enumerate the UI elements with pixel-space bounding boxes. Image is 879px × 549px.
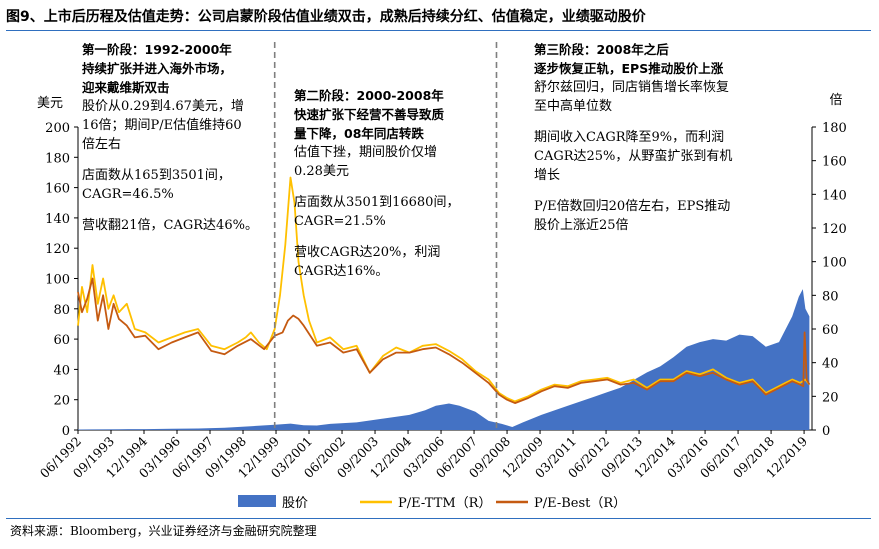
- left-tick-label: 140: [45, 212, 70, 227]
- stage1-body2-line: 店面数从165到3501间，: [82, 168, 231, 183]
- stage3-body1: 舒尔兹回归，同店销售增长率恢复 至中高单位数: [534, 78, 794, 116]
- legend-label-price: 股价: [282, 496, 308, 511]
- stage1-body1-line: 16倍；期间P/E估值维持60: [82, 118, 242, 133]
- right-tick-label: 20: [822, 390, 839, 405]
- stage1-heading-line: 迎来戴维斯双击: [82, 80, 170, 95]
- stage1-annotation: 第一阶段：1992-2000年 持续扩张并进入海外市场， 迎来戴维斯双击股价从0.2…: [82, 40, 282, 235]
- stage2-heading-line: 第二阶段：2000-2008年: [294, 88, 444, 103]
- title-rule: [6, 30, 871, 31]
- left-tick-label: 20: [53, 394, 70, 409]
- stage3-annotation: 第三阶段：2008年之后 逐步恢复正轨，EPS推动股价上涨 舒尔兹回归，同店销售增长…: [534, 40, 794, 235]
- stage3-body2-line: 期间收入CAGR降至9%，而利润: [534, 130, 725, 145]
- stage2-heading: 第二阶段：2000-2008年 快速扩张下经营不善导致质 量下降，08年同店转跌: [294, 86, 512, 143]
- stage1-heading: 第一阶段：1992-2000年 持续扩张并进入海外市场， 迎来戴维斯双击: [82, 40, 282, 97]
- stage1-body3: 营收翻21倍，CAGR达46%。: [82, 216, 282, 235]
- stage2-body3-line: CAGR达16%。: [294, 264, 389, 279]
- stage3-body1-line: 舒尔兹回归，同店销售增长率恢复: [534, 80, 730, 95]
- stage3-body2: 期间收入CAGR降至9%，而利润 CAGR达25%，从野蛮扩张到有机 增长: [534, 128, 794, 185]
- left-tick-label: 160: [45, 182, 70, 197]
- source-note: 资料来源：Bloomberg，兴业证券经济与金融研究院整理: [10, 524, 317, 538]
- left-tick-label: 60: [53, 333, 70, 348]
- stage2-body2-line: 店面数从3501到16680间，: [294, 195, 460, 210]
- stage2-body1: 估值下挫，期间股价仅增 0.28美元: [294, 143, 512, 181]
- stage2-heading-line: 快速扩张下经营不善导致质: [294, 107, 445, 122]
- right-axis-label: 倍: [829, 93, 842, 108]
- right-tick-label: 140: [822, 188, 847, 203]
- left-axis-label: 美元: [37, 96, 63, 111]
- right-tick-label: 100: [822, 256, 847, 271]
- stage3-body3: P/E倍数回归20倍左右，EPS推动 股价上涨近25倍: [534, 197, 794, 235]
- stage3-body3-line: 股价上涨近25倍: [534, 218, 629, 233]
- stage2-body2-line: CAGR=21.5%: [294, 214, 386, 229]
- stage2-body1-line: 估值下挫，期间股价仅增: [294, 145, 438, 160]
- right-tick-label: 160: [822, 155, 847, 170]
- price-area: [78, 289, 810, 430]
- pe-ttm-line: [77, 176, 811, 403]
- stage3-heading-line: 逐步恢复正轨，EPS推动股价上涨: [534, 61, 724, 76]
- left-tick-label: 80: [53, 303, 70, 318]
- stage2-heading-line: 量下降，08年同店转跌: [294, 126, 424, 141]
- left-tick-label: 180: [45, 151, 70, 166]
- stage3-body2-line: CAGR达25%，从野蛮扩张到有机: [534, 149, 733, 164]
- right-tick-label: 0: [822, 424, 830, 439]
- legend-swatch-price: [238, 495, 276, 507]
- stage1-body1-line: 倍左右: [82, 137, 122, 152]
- left-tick-label: 40: [53, 363, 70, 378]
- stage1-body2-line: CAGR=46.5%: [82, 187, 174, 202]
- right-tick-label: 180: [822, 121, 847, 136]
- left-tick-label: 200: [45, 121, 70, 136]
- stage1-body1: 股价从0.29到4.67美元，增 16倍；期间P/E估值维持60 倍左右: [82, 97, 282, 154]
- stage1-body2: 店面数从165到3501间， CAGR=46.5%: [82, 166, 282, 204]
- stage3-heading: 第三阶段：2008年之后逐步恢复正轨，EPS推动股价上涨: [534, 40, 794, 78]
- stage1-body1-line: 股价从0.29到4.67美元，增: [82, 99, 244, 114]
- right-tick-label: 120: [822, 222, 847, 237]
- source-rule: [6, 518, 871, 519]
- right-tick-label: 40: [822, 357, 839, 372]
- left-tick-label: 120: [45, 242, 70, 257]
- stage1-body3-line: 营收翻21倍，CAGR达46%。: [82, 218, 258, 233]
- right-tick-label: 80: [822, 289, 839, 304]
- stage2-body3-line: 营收CAGR达20%，利润: [294, 245, 441, 260]
- legend-label-pe-ttm: P/E-TTM（R）: [398, 496, 491, 511]
- right-tick-label: 60: [822, 323, 839, 338]
- stage2-annotation: 第二阶段：2000-2008年 快速扩张下经营不善导致质 量下降，08年同店转跌 估值…: [294, 86, 512, 281]
- stage1-heading-line: 第一阶段：1992-2000年: [82, 42, 232, 57]
- stage3-body2-line: 增长: [534, 168, 561, 183]
- stage2-body1-line: 0.28美元: [294, 164, 349, 179]
- left-tick-label: 100: [45, 273, 70, 288]
- pe-best-line: [77, 277, 811, 405]
- stage2-body2: 店面数从3501到16680间， CAGR=21.5%: [294, 193, 512, 231]
- stage3-body1-line: 至中高单位数: [534, 99, 613, 114]
- left-tick-label: 0: [62, 424, 70, 439]
- stage3-body3-line: P/E倍数回归20倍左右，EPS推动: [534, 199, 731, 214]
- figure-title: 图9、上市后历程及估值走势：公司启蒙阶段估值业绩双击，成熟后持续分红、估值稳定，…: [6, 9, 646, 25]
- stage2-body3: 营收CAGR达20%，利润 CAGR达16%。: [294, 243, 512, 281]
- stage1-heading-line: 持续扩张并进入海外市场，: [82, 61, 233, 76]
- stage3-heading-line: 第三阶段：2008年之后: [534, 42, 669, 57]
- legend-label-pe-best: P/E-Best（R）: [534, 496, 626, 511]
